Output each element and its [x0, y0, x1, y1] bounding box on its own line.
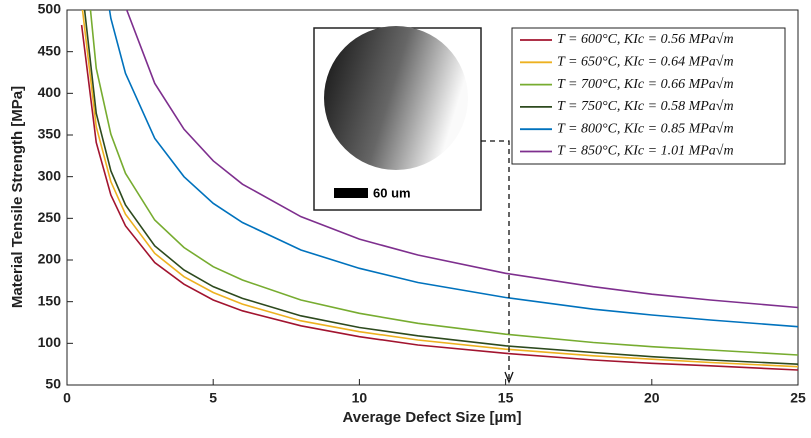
x-tick-label: 25	[790, 390, 806, 406]
legend-label: T = 750°C, KIc = 0.58 MPa√m	[557, 99, 734, 114]
y-tick-label: 350	[38, 126, 62, 142]
x-tick-label: 0	[63, 390, 71, 406]
x-tick-label: 10	[352, 390, 368, 406]
y-tick-label: 300	[38, 167, 62, 183]
y-tick-label: 450	[38, 42, 62, 58]
x-tick-label: 15	[498, 390, 514, 406]
y-tick-label: 500	[38, 1, 62, 17]
y-tick-label: 150	[38, 292, 62, 308]
legend-label: T = 700°C, KIc = 0.66 MPa√m	[557, 77, 734, 92]
y-tick-label: 400	[38, 84, 62, 100]
inset-image	[324, 26, 468, 170]
y-axis-title: Material Tensile Strength [MPa]	[9, 86, 26, 308]
legend-label: T = 850°C, KIc = 1.01 MPa√m	[557, 144, 734, 159]
x-axis-title: Average Defect Size [µm]	[343, 409, 522, 426]
legend: T = 600°C, KIc = 0.56 MPa√m T = 650°C, KI…	[512, 28, 785, 164]
scale-label: 60 um	[373, 185, 411, 200]
legend-label: T = 650°C, KIc = 0.64 MPa√m	[557, 55, 734, 70]
chart: 60 um T = 600°C, KIc = 0.56 MPa√m T = 650…	[0, 0, 811, 433]
y-tick-label: 250	[38, 209, 62, 225]
y-tick-label: 200	[38, 251, 62, 267]
y-tick-label: 100	[38, 334, 62, 350]
legend-label: T = 600°C, KIc = 0.56 MPa√m	[557, 32, 734, 47]
x-tick-label: 20	[644, 390, 660, 406]
legend-label: T = 800°C, KIc = 0.85 MPa√m	[557, 121, 734, 136]
y-tick-label: 50	[45, 376, 61, 392]
x-tick-label: 5	[209, 390, 217, 406]
inset: 60 um	[314, 26, 481, 210]
scale-bar	[334, 188, 368, 198]
